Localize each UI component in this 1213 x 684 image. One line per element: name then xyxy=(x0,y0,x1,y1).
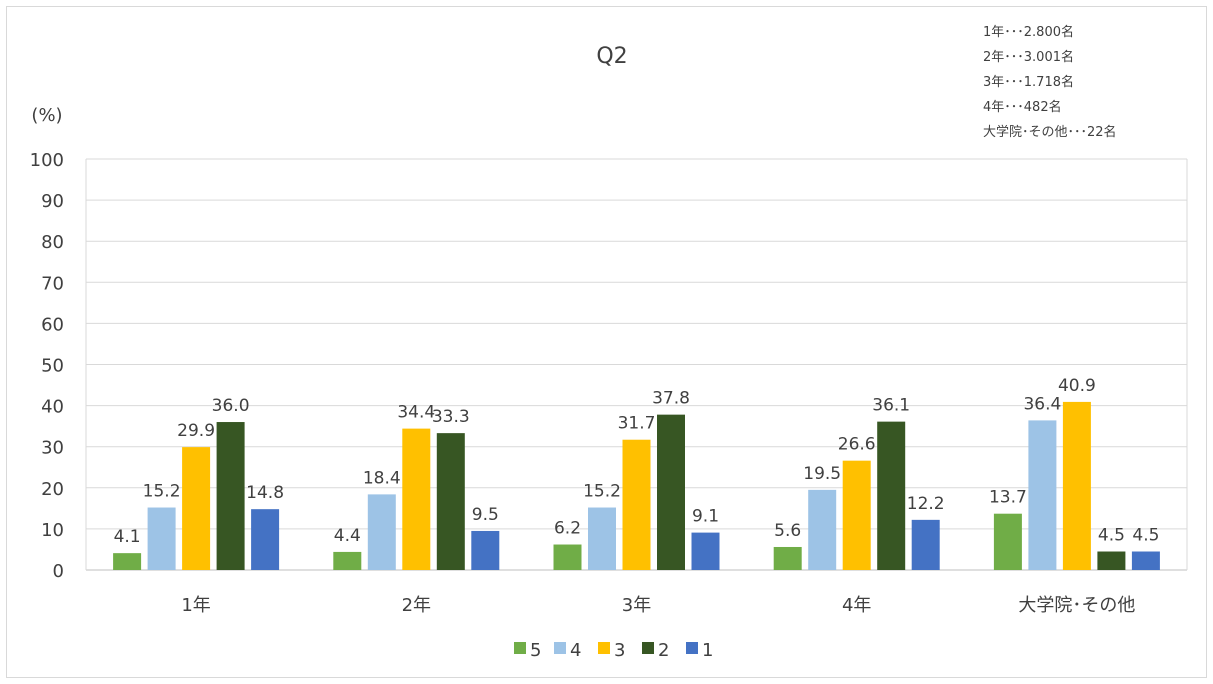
y-tick-label: 30 xyxy=(41,438,64,459)
y-tick-label: 10 xyxy=(41,520,64,541)
legend-label: 2 xyxy=(658,640,669,661)
data-label: 14.8 xyxy=(246,483,284,503)
x-tick-label: 4年 xyxy=(842,595,871,616)
bar xyxy=(436,433,465,570)
y-tick-label: 90 xyxy=(41,191,64,212)
sample-size-note: 2年･･･3.001名 xyxy=(983,49,1074,65)
data-label: 40.9 xyxy=(1058,376,1096,396)
sample-size-note: 3年･･･1.718名 xyxy=(983,74,1074,90)
data-label: 6.2 xyxy=(554,519,581,539)
bar xyxy=(657,414,685,570)
legend-swatch xyxy=(686,642,698,654)
y-tick-label: 60 xyxy=(41,314,64,335)
y-tick-label: 20 xyxy=(41,479,64,500)
bar xyxy=(842,460,871,570)
y-tick-label: 100 xyxy=(30,150,64,171)
legend-label: 1 xyxy=(702,640,713,661)
legend-swatch xyxy=(642,642,654,654)
bar xyxy=(113,553,142,570)
data-label: 13.7 xyxy=(989,488,1027,508)
bar xyxy=(622,439,651,570)
y-axis-ticks: 0 10 20 30 40 50 60 70 80 90 100 xyxy=(30,150,64,582)
bar xyxy=(877,421,906,570)
data-label: 4.5 xyxy=(1098,526,1125,546)
bar xyxy=(773,546,802,570)
bar xyxy=(691,532,720,570)
y-tick-label: 80 xyxy=(41,232,64,253)
data-labels: 4.1 15.2 29.9 36.0 14.8 4.4 18.4 34.433.3 9.5 6.2… xyxy=(114,376,1160,547)
chart-title: Q2 xyxy=(596,44,627,69)
bar xyxy=(367,494,396,570)
data-label: 29.9 xyxy=(177,421,215,441)
x-tick-label: 大学院･その他 xyxy=(1018,595,1135,616)
data-label: 33.3 xyxy=(432,407,470,427)
data-label: 4.4 xyxy=(334,526,361,546)
data-label: 15.2 xyxy=(143,482,181,502)
bars xyxy=(113,401,1160,570)
data-label: 34.4 xyxy=(397,403,435,423)
x-tick-label: 3年 xyxy=(622,595,651,616)
data-label: 31.7 xyxy=(618,414,656,434)
bar xyxy=(1062,401,1091,570)
legend-label: 3 xyxy=(614,640,625,661)
data-label: 4.1 xyxy=(114,527,141,547)
data-label: 36.1 xyxy=(872,396,910,416)
data-label: 19.5 xyxy=(803,464,841,484)
sample-size-note: 大学院･その他･･･22名 xyxy=(983,124,1117,140)
bar xyxy=(1028,420,1057,570)
y-tick-label: 0 xyxy=(53,561,64,582)
bar xyxy=(402,428,431,570)
y-tick-label: 50 xyxy=(41,356,64,377)
bar xyxy=(588,507,616,570)
data-label: 18.4 xyxy=(363,468,401,488)
sample-size-notes: 1年･･･2.800名 2年･･･3.001名 3年･･･1.718名 4年･･･48… xyxy=(983,24,1117,140)
bar xyxy=(1131,551,1160,570)
legend-swatch xyxy=(514,642,526,654)
sample-size-note: 4年･･･482名 xyxy=(983,99,1062,115)
data-label: 4.5 xyxy=(1132,526,1159,546)
bar xyxy=(182,447,211,570)
data-label: 9.5 xyxy=(472,505,499,525)
x-axis-ticks: 1年 2年 3年 4年 大学院･その他 xyxy=(181,595,1135,616)
legend-swatch xyxy=(554,642,566,654)
data-label: 36.4 xyxy=(1023,394,1061,414)
bar xyxy=(808,489,837,570)
data-label: 36.0 xyxy=(212,396,250,416)
bar xyxy=(216,422,245,570)
bar xyxy=(147,507,176,570)
sample-size-note: 1年･･･2.800名 xyxy=(983,24,1074,40)
legend-label: 5 xyxy=(530,640,541,661)
bar xyxy=(911,519,940,570)
bar xyxy=(993,513,1022,570)
y-tick-label: 40 xyxy=(41,397,64,418)
legend: 5 4 3 2 1 xyxy=(514,640,713,661)
data-label: 9.1 xyxy=(692,507,719,527)
bar xyxy=(251,509,280,570)
data-label: 26.6 xyxy=(838,435,876,455)
y-tick-label: 70 xyxy=(41,273,64,294)
data-label: 5.6 xyxy=(774,521,801,541)
bar xyxy=(1097,551,1126,570)
bar xyxy=(553,544,582,570)
data-label: 12.2 xyxy=(907,494,945,514)
data-label: 15.2 xyxy=(583,482,621,502)
x-tick-label: 1年 xyxy=(181,595,210,616)
x-tick-label: 2年 xyxy=(402,595,431,616)
legend-label: 4 xyxy=(570,640,581,661)
legend-swatch xyxy=(598,642,610,654)
y-axis-label: (%) xyxy=(31,105,62,126)
data-label: 37.8 xyxy=(652,389,690,409)
bar xyxy=(471,530,500,570)
bar xyxy=(333,551,362,570)
